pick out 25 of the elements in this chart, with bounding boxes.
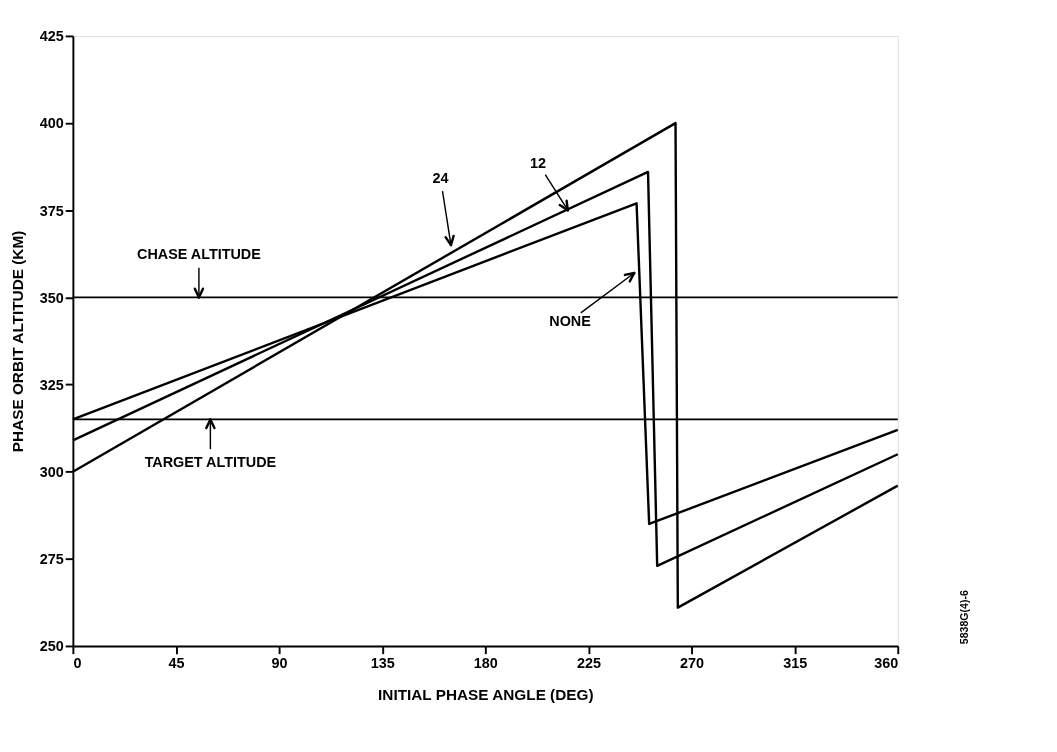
x-tick-label: 135 [370,654,395,671]
x-tick-label: 225 [576,654,601,671]
annotation: 12 [530,155,547,172]
annotation: NONE [549,312,592,329]
x-tick-label: 45 [168,654,185,671]
y-axis-title: PHASE ORBIT ALTITUDE (KM) [9,230,27,453]
x-tick-label: 315 [783,654,808,671]
x-tick-label: 0 [73,654,82,671]
text: 5838G(4)-6 [957,590,970,645]
x-axis-title: INITIAL PHASE ANGLE (DEG) [378,686,594,704]
y-tick-label: 400 [39,115,64,132]
y-tick-label: 375 [39,202,64,219]
x-tick-label: 360 [874,654,899,671]
x-tick-label: 270 [680,654,705,671]
legend-label: TARGET ALTITUDE [144,454,277,471]
y-tick-label: 350 [39,289,64,306]
y-tick-label: 425 [39,28,64,45]
y-tick-label: 300 [39,463,64,480]
y-tick-label: 275 [39,551,64,568]
annotation: 24 [432,169,449,186]
y-tick-label: 250 [39,638,64,655]
x-tick-label: 180 [473,654,498,671]
x-tick-label: 90 [271,654,288,671]
ref-line-label: CHASE ALTITUDE [137,246,262,263]
y-tick-label: 325 [39,376,64,393]
